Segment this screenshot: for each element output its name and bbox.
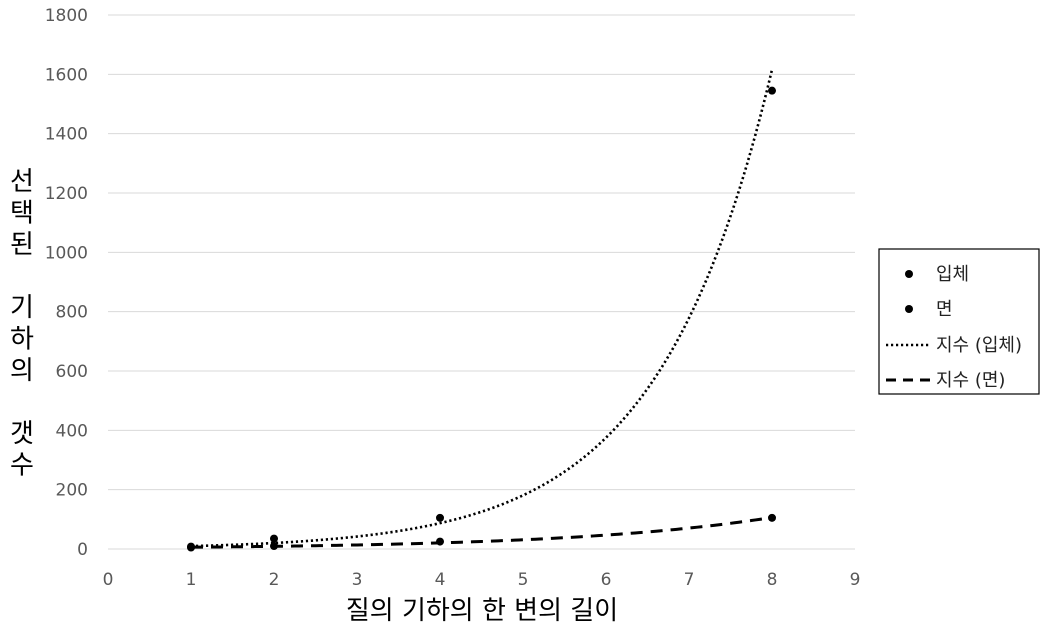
- y-tick-labels: 0 200 400 600 800 1000 1200 1400 1600 1800: [45, 6, 88, 560]
- x-tick-label: 0: [103, 570, 114, 590]
- x-tick-label: 5: [518, 570, 529, 590]
- x-tick-label: 4: [435, 570, 446, 590]
- data-point: [436, 513, 444, 522]
- y-tick-label: 1000: [45, 243, 88, 263]
- trendlines: [190, 69, 774, 549]
- y-tick-label: 0: [77, 540, 88, 560]
- data-point: [768, 513, 776, 522]
- data-point: [768, 86, 776, 95]
- data-point: [270, 534, 278, 543]
- y-tick-label: 600: [56, 362, 88, 382]
- x-tick-label: 9: [850, 570, 861, 590]
- trendline: [190, 515, 773, 549]
- y-tick-label: 1200: [45, 184, 88, 204]
- y-tick-label: 400: [56, 421, 88, 441]
- y-tick-label: 200: [56, 481, 88, 501]
- data-point: [270, 542, 278, 551]
- trendline: [190, 69, 774, 548]
- legend-label: 지수 (면): [936, 370, 1005, 391]
- data-point: [187, 543, 195, 552]
- x-tick-label: 8: [767, 570, 778, 590]
- x-tick-label: 7: [684, 570, 695, 590]
- legend-label: 입체: [936, 264, 969, 285]
- x-tick-label: 1: [186, 570, 197, 590]
- y-tick-label: 800: [56, 303, 88, 323]
- x-tick-label: 2: [269, 570, 280, 590]
- data-point: [436, 537, 444, 546]
- x-axis-title: 질의 기하의 한 변의 길이: [346, 596, 618, 626]
- data-points: [187, 86, 776, 552]
- legend-label: 면: [936, 299, 953, 320]
- legend-label: 지수 (입체): [936, 335, 1022, 356]
- y-tick-label: 1400: [45, 125, 88, 145]
- legend-marker: [905, 270, 913, 278]
- legend-marker: [905, 305, 913, 313]
- y-tick-label: 1600: [45, 65, 88, 85]
- grid-lines: [108, 14, 855, 550]
- y-tick-label: 1800: [45, 6, 88, 26]
- x-tick-label: 3: [352, 570, 363, 590]
- x-tick-label: 6: [601, 570, 612, 590]
- x-tick-labels: 0 1 2 3 4 5 6 7 8 9: [103, 570, 861, 590]
